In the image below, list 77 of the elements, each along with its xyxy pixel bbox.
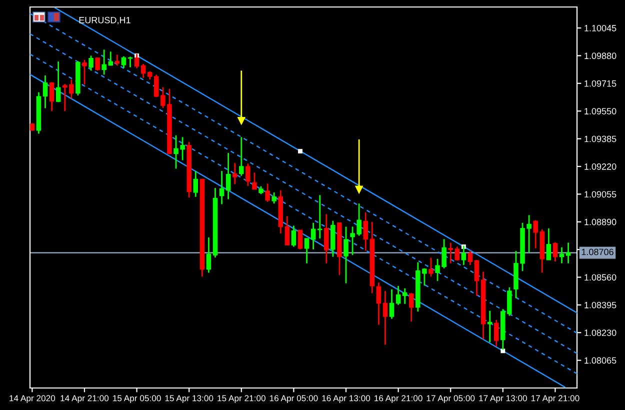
candlestick xyxy=(546,228,552,261)
candlestick xyxy=(219,170,224,205)
candlestick xyxy=(344,226,348,284)
candlestick xyxy=(102,48,106,76)
x-tick-label: 17 Apr 05:00 xyxy=(426,395,475,403)
x-tick-label: 14 Apr 2020 xyxy=(10,395,56,403)
x-tick-label: 15 Apr 05:00 xyxy=(113,395,161,403)
candlestick xyxy=(298,229,303,250)
point xyxy=(237,116,246,126)
candlestick xyxy=(304,238,310,264)
candlestick xyxy=(114,54,120,66)
candlestick xyxy=(468,250,473,266)
x-tick-label: 15 Apr 21:00 xyxy=(218,395,266,403)
candlestick xyxy=(396,285,401,306)
candlestick xyxy=(559,246,564,264)
point xyxy=(500,348,506,354)
candlestick xyxy=(389,288,394,320)
candlestick xyxy=(454,246,460,262)
candlestick xyxy=(239,136,244,177)
candlestick xyxy=(310,222,316,250)
y-tick-label: 1.09055 xyxy=(584,191,616,198)
candlestick xyxy=(226,152,231,200)
point xyxy=(298,148,302,154)
candlestick xyxy=(88,54,94,72)
candlestick xyxy=(474,259,480,297)
candlestick xyxy=(284,215,290,246)
candlestick xyxy=(193,170,198,198)
candlestick xyxy=(566,242,571,264)
y-tick-label: 1.09220 xyxy=(584,163,616,170)
candlestick xyxy=(533,219,538,250)
candlestick xyxy=(448,242,453,264)
candlestick xyxy=(69,78,74,100)
candlestick xyxy=(95,56,100,72)
y-tick-label: 1.08065 xyxy=(584,357,616,364)
y-tick-label: 1.09385 xyxy=(584,136,616,142)
x-tick-label: 16 Apr 21:00 xyxy=(374,395,422,403)
candlestick xyxy=(376,282,382,326)
x-tick-label: 17 Apr 13:00 xyxy=(479,395,527,403)
candlestick xyxy=(265,182,270,203)
candlestick xyxy=(494,319,499,348)
candlestick xyxy=(121,56,126,69)
candlestick xyxy=(42,74,48,109)
x-tick-label: 14 Apr 21:00 xyxy=(60,395,109,403)
x-tick-label: 17 Apr 21:00 xyxy=(531,395,580,403)
candlestick xyxy=(82,59,87,86)
candlestick xyxy=(402,288,408,305)
y-tick-label: 1.09715 xyxy=(584,80,616,87)
y-tick-label: 1.08890 xyxy=(584,218,616,226)
candlestick xyxy=(409,292,414,322)
point xyxy=(354,186,364,194)
candlestick xyxy=(272,192,276,204)
y-tick-label: 1.08230 xyxy=(584,330,616,336)
candlestick xyxy=(324,213,329,264)
y-tick-label: 1.09550 xyxy=(584,108,616,114)
candlestick xyxy=(428,257,434,278)
candlestick xyxy=(552,242,558,262)
candlestick xyxy=(363,212,368,252)
y-tick-label: 1.08560 xyxy=(584,274,616,281)
candlestick xyxy=(56,60,61,103)
y-tick-label: 1.10045 xyxy=(584,24,616,32)
x-tick-label: 15 Apr 13:00 xyxy=(165,395,214,403)
text: EURUSD,H1 xyxy=(79,16,130,24)
candlestick xyxy=(140,63,146,79)
y-tick-label: 1.08395 xyxy=(584,302,616,308)
candlestick xyxy=(49,82,54,112)
candlestick xyxy=(382,290,388,346)
candlestick xyxy=(317,194,322,240)
candlestick xyxy=(246,162,250,187)
candlestick xyxy=(206,236,212,274)
candlestick xyxy=(108,50,114,66)
x-tick-label: 16 Apr 05:00 xyxy=(270,395,318,403)
ref-line-label: 1.08706 xyxy=(582,248,614,256)
y-tick-label: 1.09880 xyxy=(584,52,616,60)
candlestick xyxy=(252,172,257,190)
candlestick xyxy=(291,225,296,248)
x-tick-label: 16 Apr 13:00 xyxy=(322,395,370,403)
candlestick xyxy=(62,83,68,112)
